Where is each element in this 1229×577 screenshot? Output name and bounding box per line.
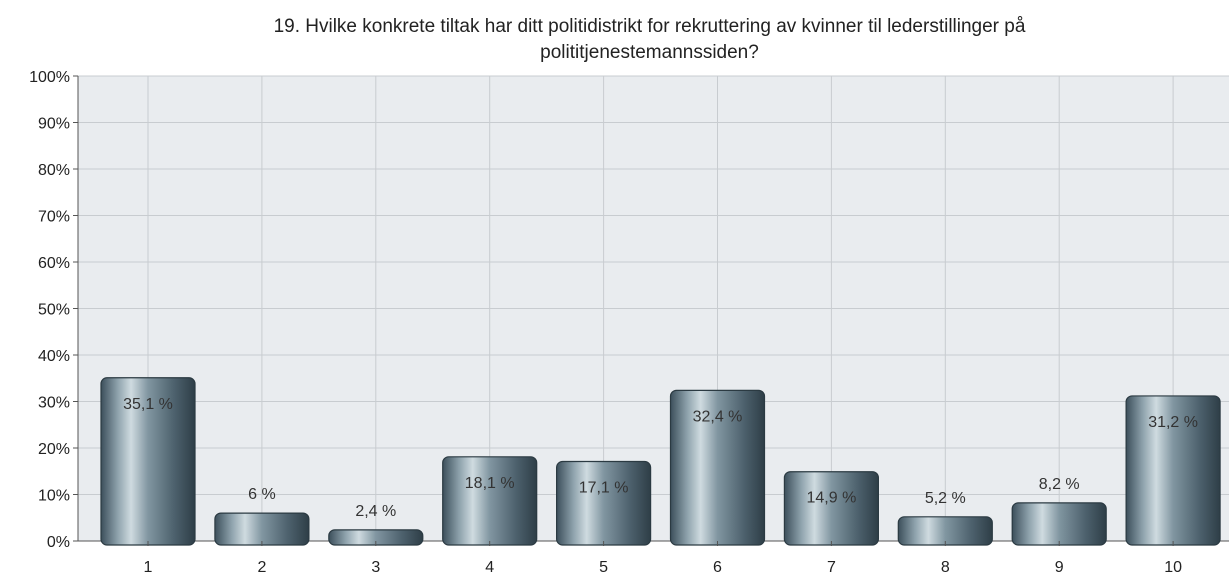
y-tick-label: 0% xyxy=(47,534,70,551)
x-tick-label: 4 xyxy=(485,559,494,576)
grid-lines xyxy=(77,75,1229,542)
y-tick-label: 20% xyxy=(38,441,70,458)
x-tick-label: 3 xyxy=(371,559,380,576)
bar-body xyxy=(1011,502,1107,546)
bar-body xyxy=(442,456,538,546)
data-label-10: 31,2 % xyxy=(1148,414,1198,431)
x-tick-label: 8 xyxy=(941,559,950,576)
data-label-6: 32,4 % xyxy=(693,408,743,425)
bar-8 xyxy=(897,516,993,546)
bar-4 xyxy=(442,456,538,546)
chart-title-line-1: 19. Hvilke konkrete tiltak har ditt poli… xyxy=(273,16,1026,37)
data-label-4: 18,1 % xyxy=(465,475,515,492)
x-tick-label: 10 xyxy=(1164,559,1182,576)
bars xyxy=(100,377,1221,546)
data-label-2: 6 % xyxy=(248,486,276,503)
x-tick-label: 5 xyxy=(599,559,608,576)
chart-title-line-2: polititjenestemannssiden? xyxy=(540,42,759,63)
y-tick-label: 30% xyxy=(38,395,70,412)
y-tick-label: 100% xyxy=(29,69,70,86)
data-label-5: 17,1 % xyxy=(579,479,629,496)
bar-9 xyxy=(1011,502,1107,546)
data-label-3: 2,4 % xyxy=(355,503,396,520)
chart-title: 19. Hvilke konkrete tiltak har ditt poli… xyxy=(70,14,1229,66)
bar-body xyxy=(783,471,880,546)
x-tick-label: 7 xyxy=(827,559,836,576)
y-tick-label: 60% xyxy=(38,255,70,272)
data-label-1: 35,1 % xyxy=(123,396,173,413)
bar-7 xyxy=(783,471,880,546)
data-label-9: 8,2 % xyxy=(1039,476,1080,493)
y-tick-label: 70% xyxy=(38,209,70,226)
bar-2 xyxy=(214,512,310,546)
y-axis-ticks: 0% 10% 20% 30% 40% 50% 60% 70% 80% 90% 100% xyxy=(29,69,78,551)
y-tick-label: 80% xyxy=(38,162,70,179)
x-tick-label: 9 xyxy=(1055,559,1064,576)
data-label-7: 14,9 % xyxy=(806,490,856,507)
x-tick-label: 6 xyxy=(713,559,722,576)
y-tick-label: 50% xyxy=(38,302,70,319)
bar-5 xyxy=(555,460,652,546)
data-labels: 35,1 % 6 % 2,4 % 18,1 % 17,1 % 32,4 % 14,9 % 5,… xyxy=(123,396,1198,520)
x-axis-ticks: 1 2 3 4 5 6 7 8 9 10 xyxy=(144,541,1182,576)
y-tick-label: 90% xyxy=(38,116,70,133)
data-label-8: 5,2 % xyxy=(925,490,966,507)
x-tick-label: 1 xyxy=(144,559,153,576)
bar-body xyxy=(555,460,652,546)
y-tick-label: 40% xyxy=(38,348,70,365)
y-tick-label: 10% xyxy=(38,488,70,505)
x-tick-label: 2 xyxy=(257,559,266,576)
bar-body xyxy=(214,512,310,546)
bar-body xyxy=(897,516,993,546)
